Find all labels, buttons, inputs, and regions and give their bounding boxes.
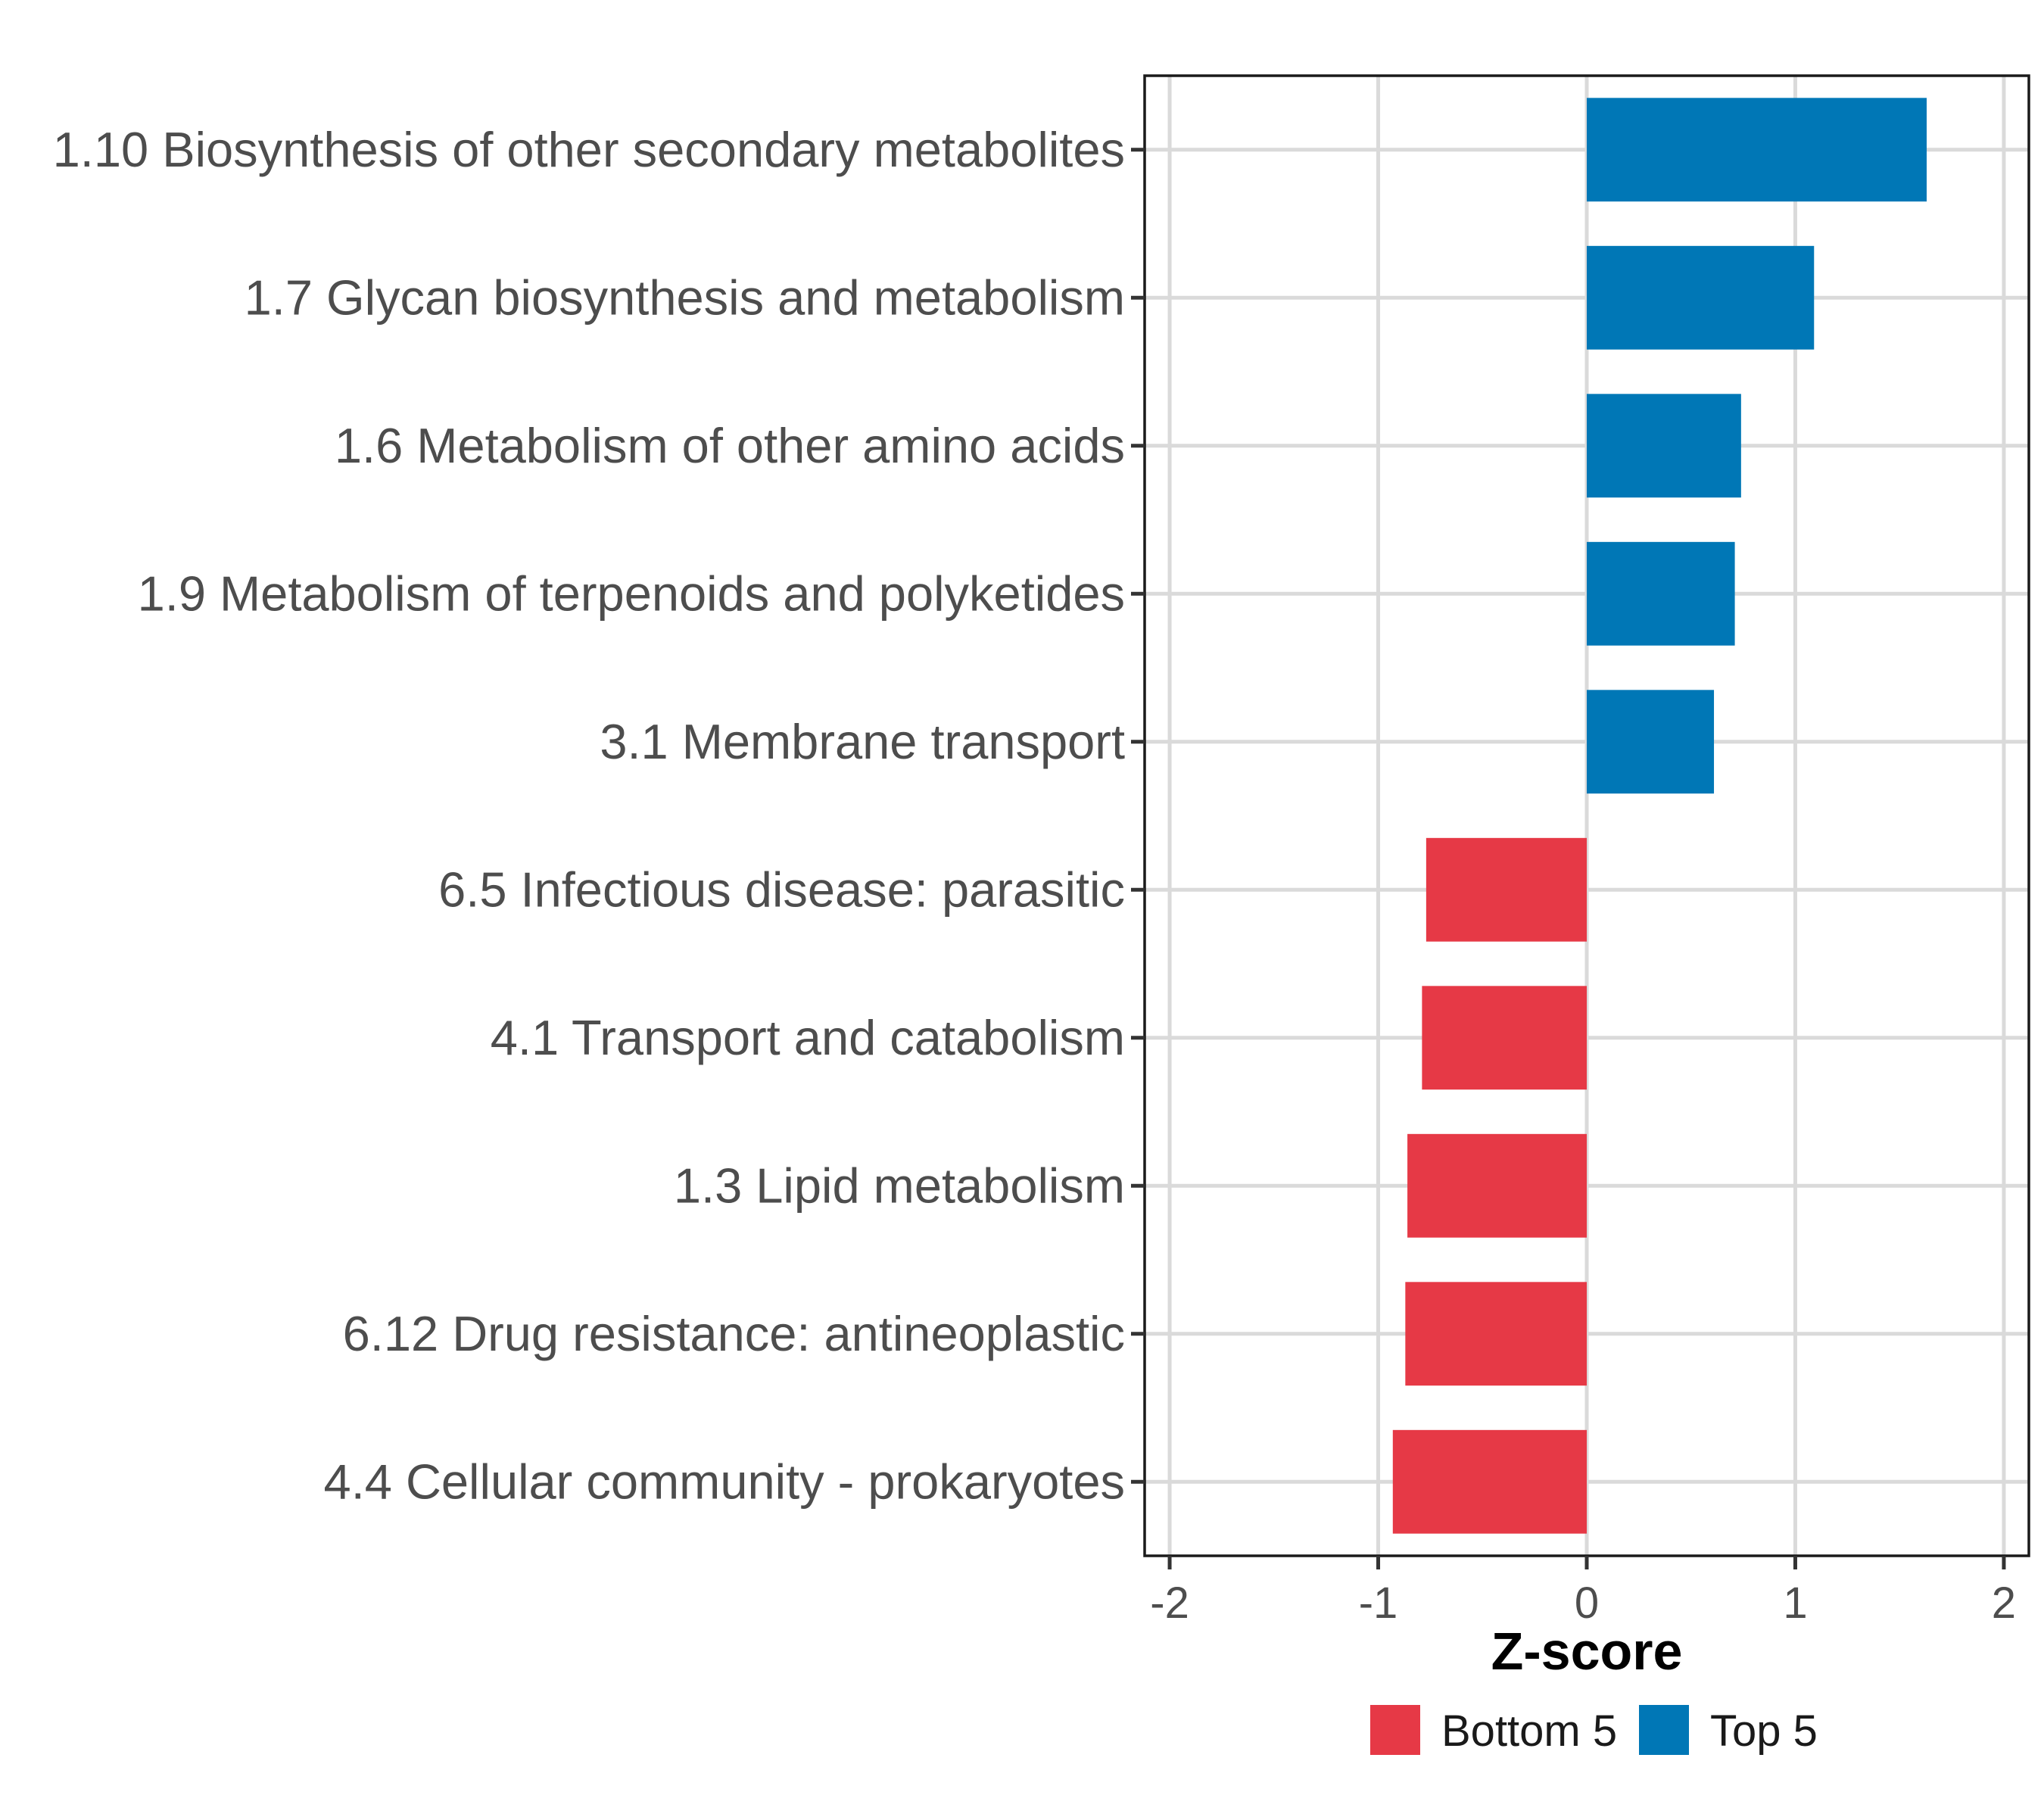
bar: [1426, 837, 1587, 942]
y-category-label: 1.9 Metabolism of terpenoids and polyket…: [138, 566, 1125, 621]
legend-swatch: [1639, 1705, 1689, 1755]
x-tick-label: 2: [1992, 1579, 2016, 1628]
y-category-label: 1.6 Metabolism of other amino acids: [335, 418, 1125, 473]
bar: [1587, 541, 1735, 646]
y-category-label: 1.7 Glycan biosynthesis and metabolism: [245, 270, 1125, 325]
y-category-label: 3.1 Membrane transport: [600, 714, 1125, 769]
legend-swatch: [1370, 1705, 1420, 1755]
bar: [1587, 394, 1741, 498]
bar: [1587, 245, 1815, 350]
y-category-label: 6.12 Drug resistance: antineoplastic: [343, 1306, 1125, 1361]
x-tick-layer: -2 -1 0 1 2: [1150, 1556, 2016, 1628]
bar: [1407, 1133, 1587, 1238]
y-category-label: 4.4 Cellular community - prokaryotes: [324, 1454, 1125, 1509]
bar: [1587, 98, 1927, 202]
y-category-label: 6.5 Infectious disease: parasitic: [438, 862, 1125, 917]
x-tick-label: 0: [1575, 1579, 1599, 1628]
bar: [1392, 1429, 1587, 1534]
x-tick-label: 1: [1783, 1579, 1807, 1628]
x-tick-label: -2: [1150, 1579, 1189, 1628]
bar: [1405, 1282, 1587, 1386]
legend-label: Bottom 5: [1441, 1706, 1617, 1756]
y-category-label: 1.3 Lipid metabolism: [674, 1158, 1125, 1213]
bar: [1422, 986, 1587, 1090]
y-category-label: 4.1 Transport and catabolism: [491, 1010, 1125, 1065]
y-category-label: 1.10 Biosynthesis of other secondary met…: [53, 122, 1125, 177]
x-axis-title: Z-score: [1491, 1622, 1683, 1681]
bar: [1587, 690, 1715, 794]
x-tick-label: -1: [1359, 1579, 1398, 1628]
y-tick-layer: 1.10 Biosynthesis of other secondary met…: [53, 122, 1145, 1509]
legend-label: Top 5: [1710, 1706, 1818, 1756]
bar-layer: [1392, 98, 1927, 1534]
legend: Bottom 5 Top 5: [1370, 1705, 1818, 1756]
